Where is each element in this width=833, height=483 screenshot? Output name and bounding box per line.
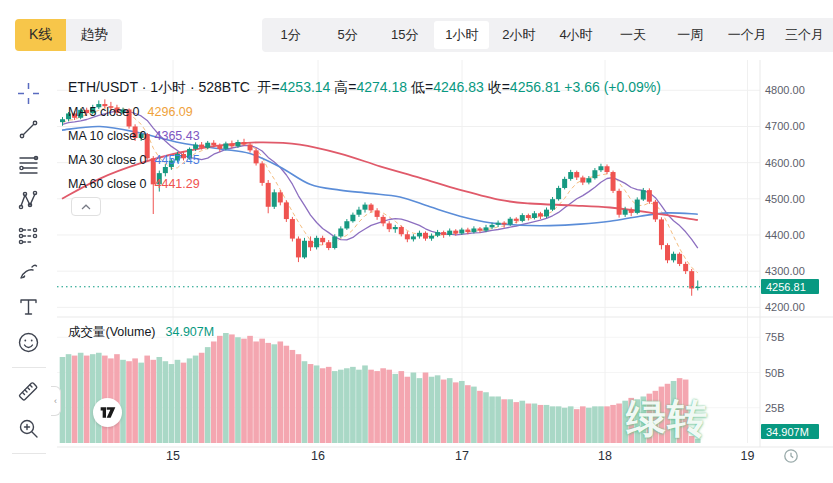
watermark: 绿转 — [626, 391, 708, 446]
timeframe-一天[interactable]: 一天 — [606, 21, 661, 49]
timeframe-一个月[interactable]: 一个月 — [720, 21, 775, 49]
trend-line-tool[interactable] — [0, 112, 57, 148]
low-label: 低= — [411, 79, 433, 95]
timeframe-strip: 1分5分15分1小时2小时4小时一天一周一个月三个月 — [262, 18, 833, 52]
ma-label: MA 10 close 0 — [68, 129, 147, 143]
emoji-icon — [17, 331, 40, 354]
legend-collapse-button[interactable] — [71, 197, 101, 216]
ma-row-60: MA 60 close 0 4441.29 — [68, 172, 200, 196]
low-value: 4246.83 — [433, 79, 484, 95]
horizontal-lines-tool[interactable] — [0, 147, 57, 183]
timeframe-1分[interactable]: 1分 — [263, 21, 318, 49]
open-label: 开= — [258, 79, 280, 95]
high-label: 高= — [334, 79, 356, 95]
volume-tick-50B: 50B — [765, 367, 825, 379]
time-tick-16: 16 — [311, 449, 325, 463]
close-value: 4256.81 — [510, 79, 561, 95]
emoji-tool[interactable] — [0, 325, 57, 361]
timeframe-三个月[interactable]: 三个月 — [777, 21, 832, 49]
trend-line-icon — [17, 118, 40, 141]
time-tick-18: 18 — [598, 449, 612, 463]
time-tick-19: 19 — [741, 449, 755, 463]
symbol-name[interactable]: ETH/USDT — [68, 79, 138, 95]
change-value: +3.66 (+0.09%) — [564, 79, 661, 95]
price-tick-4300.00: 4300.00 — [765, 265, 825, 277]
toolbar-collapse-handle[interactable]: ‹ — [51, 386, 61, 416]
ma-label: MA 5 close 0 — [68, 105, 140, 119]
interval-label: 1小时 — [150, 79, 186, 95]
symbol-ohlc-line: ETH/USDT · 1小时 · 528BTC 开=4253.14 高=4274… — [68, 79, 661, 97]
zoom-in-tool[interactable] — [0, 411, 57, 447]
price-tick-4500.00: 4500.00 — [765, 193, 825, 205]
brush-tool[interactable] — [0, 254, 57, 290]
price-tick-4700.00: 4700.00 — [765, 120, 825, 132]
chevron-up-icon — [81, 204, 91, 210]
timeframe-4小时[interactable]: 4小时 — [548, 21, 603, 49]
clock-icon[interactable] — [783, 448, 799, 464]
tradingview-icon — [100, 406, 116, 419]
ma-value: 4457.45 — [155, 153, 200, 167]
volume-legend: 成交量(Volume) 34.907M — [68, 324, 214, 341]
mode-tab-1[interactable]: 趋势 — [66, 19, 122, 51]
ma-value: 4441.29 — [155, 177, 200, 191]
series-label: 528BTC — [198, 79, 249, 95]
volume-tick-25B: 25B — [765, 402, 825, 414]
drawing-toolbar — [0, 60, 57, 483]
price-tick-4200.00: 4200.00 — [765, 301, 825, 313]
timeframe-2小时[interactable]: 2小时 — [491, 21, 546, 49]
crosshair-tool[interactable] — [0, 76, 57, 112]
xabcd-pattern-icon — [17, 189, 40, 212]
high-value: 4274.18 — [356, 79, 407, 95]
close-label: 收= — [488, 79, 510, 95]
tradingview-logo[interactable] — [93, 398, 122, 427]
xabcd-pattern-tool[interactable] — [0, 183, 57, 219]
timeframe-15分[interactable]: 15分 — [377, 21, 432, 49]
mode-tab-0[interactable]: K线 — [15, 19, 66, 51]
price-tick-4600.00: 4600.00 — [765, 157, 825, 169]
time-tick-15: 15 — [166, 449, 180, 463]
time-tick-17: 17 — [455, 449, 469, 463]
ma-row-5: MA 5 close 0 4296.09 — [68, 100, 200, 124]
volume-value: 34.907M — [166, 325, 215, 339]
brush-icon — [17, 260, 40, 283]
text-icon — [17, 295, 40, 318]
horizontal-lines-icon — [17, 153, 40, 176]
long-position-tool[interactable] — [0, 218, 57, 254]
zoom-in-icon — [17, 417, 40, 440]
chart-mode-tabs: K线趋势 — [15, 19, 122, 51]
price-tick-4800.00: 4800.00 — [765, 84, 825, 96]
crosshair-icon — [17, 82, 40, 105]
timeframe-一周[interactable]: 一周 — [663, 21, 718, 49]
chart-canvas[interactable] — [0, 0, 833, 483]
price-tick-4400.00: 4400.00 — [765, 229, 825, 241]
ma-row-30: MA 30 close 0 4457.45 — [68, 148, 200, 172]
open-value: 4253.14 — [280, 79, 331, 95]
ma-legend: MA 5 close 04296.09MA 10 close 04365.43M… — [68, 100, 200, 196]
volume-tick-75B: 75B — [765, 331, 825, 343]
ma-row-10: MA 10 close 0 4365.43 — [68, 124, 200, 148]
current-volume-badge: 34.907M — [761, 424, 819, 439]
timeframe-1小时[interactable]: 1小时 — [434, 21, 489, 49]
ruler-icon — [17, 381, 40, 404]
ma-label: MA 60 close 0 — [68, 177, 147, 191]
ma-value: 4365.43 — [155, 129, 200, 143]
volume-title: 成交量(Volume) — [68, 325, 156, 339]
long-position-icon — [17, 224, 40, 247]
timeframe-5分[interactable]: 5分 — [320, 21, 375, 49]
ruler-tool[interactable] — [0, 375, 57, 411]
ma-label: MA 30 close 0 — [68, 153, 147, 167]
trading-app: K线趋势 1分5分15分1小时2小时4小时一天一周一个月三个月 ‹ ETH/US… — [0, 0, 833, 483]
text-tool[interactable] — [0, 289, 57, 325]
ma-value: 4296.09 — [148, 105, 193, 119]
current-price-badge: 4256.81 — [761, 279, 819, 294]
